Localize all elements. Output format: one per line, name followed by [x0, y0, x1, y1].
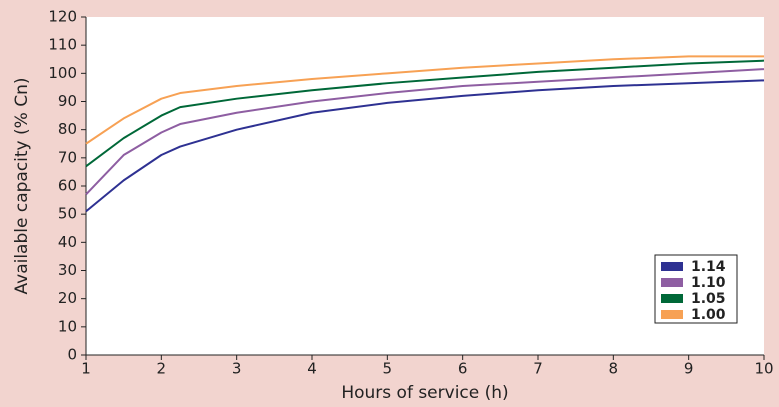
series-line	[85, 55, 764, 145]
legend-label: 1.10	[691, 275, 726, 291]
legend-swatch	[661, 262, 683, 271]
x-tick-label: 9	[684, 360, 694, 378]
legend-label: 1.00	[691, 307, 726, 323]
y-tick-label: 50	[58, 205, 77, 223]
series-line	[85, 59, 765, 168]
x-tick-label: 3	[232, 360, 242, 378]
legend-swatch	[661, 294, 683, 303]
y-tick-label: 20	[58, 289, 77, 307]
x-tick-label: 7	[533, 360, 543, 378]
x-tick-label: 8	[609, 360, 619, 378]
y-tick-label: 90	[58, 92, 77, 110]
y-tick-label: 30	[58, 261, 77, 279]
y-tick-label: 40	[58, 233, 77, 251]
legend-label: 1.05	[691, 291, 726, 307]
y-tick-label: 100	[48, 64, 77, 82]
y-tick-label: 0	[67, 346, 77, 364]
y-tick-label: 110	[48, 36, 77, 54]
legend-swatch	[661, 278, 683, 287]
y-axis-label: Available capacity (% Cn)	[12, 78, 32, 295]
y-tick-label: 70	[58, 148, 77, 166]
x-tick-label: 5	[383, 360, 393, 378]
y-tick-label: 80	[58, 120, 77, 138]
x-tick-label: 2	[157, 360, 167, 378]
series-line	[85, 68, 765, 196]
x-axis-label: Hours of service (h)	[341, 383, 508, 403]
plot-area	[86, 17, 764, 355]
legend-label: 1.14	[691, 259, 726, 275]
x-tick-label: 4	[307, 360, 317, 378]
y-tick-label: 120	[48, 8, 77, 26]
x-tick-label: 1	[81, 360, 91, 378]
x-tick-label: 6	[458, 360, 468, 378]
series-line	[85, 79, 765, 213]
legend-swatch	[661, 310, 683, 319]
y-tick-label: 60	[58, 177, 77, 195]
y-tick-label: 10	[58, 317, 77, 335]
x-tick-label: 10	[754, 360, 773, 378]
